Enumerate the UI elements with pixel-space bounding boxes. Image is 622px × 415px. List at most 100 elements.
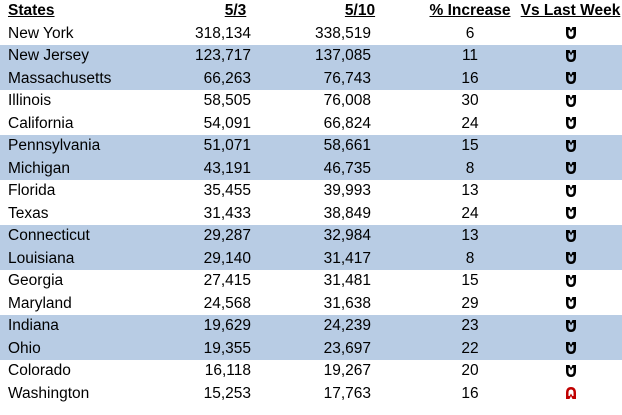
cell-percent-increase[interactable]: 23 xyxy=(421,315,519,338)
header-vs-last-week[interactable]: Vs Last Week xyxy=(520,2,621,19)
cell-percent-increase[interactable]: 6 xyxy=(465,24,475,42)
cell-percent-increase[interactable]: 20 xyxy=(461,362,479,379)
cell-percent-increase[interactable]: 15 xyxy=(421,135,519,158)
cell-percent-increase[interactable]: 8 xyxy=(421,157,519,180)
cell-state[interactable]: Texas xyxy=(8,204,49,222)
cell-percent-increase[interactable]: 22 xyxy=(421,337,519,360)
cell-date-1-value[interactable]: 35,455 xyxy=(203,182,251,199)
cell-date-1-value[interactable]: 27,415 xyxy=(203,272,251,289)
cell-percent-increase[interactable]: 11 xyxy=(421,45,519,68)
cell-state[interactable]: Florida xyxy=(8,182,56,199)
cell-state[interactable]: Illinois xyxy=(8,92,52,109)
cell-vs-last-week[interactable] xyxy=(519,180,622,203)
cell-vs-last-week[interactable] xyxy=(519,225,622,248)
cell-vs-last-week[interactable] xyxy=(519,157,622,180)
cell-date-1-value[interactable]: 24,568 xyxy=(203,294,251,312)
table-row: Florida 35,455 39,993 13 xyxy=(0,180,622,203)
cell-date-2-value[interactable]: 39,993 xyxy=(323,182,371,199)
cell-date-1-value[interactable]: 31,433 xyxy=(203,204,251,222)
cell-vs-last-week[interactable] xyxy=(519,360,622,383)
header-date-1[interactable]: 5/3 xyxy=(224,2,247,19)
cell-date-1-value[interactable]: 123,717 xyxy=(172,45,299,68)
table-row: Colorado 16,118 19,267 20 xyxy=(0,360,622,383)
cell-date-2-value[interactable]: 66,824 xyxy=(323,114,371,132)
cell-vs-last-week[interactable] xyxy=(519,135,622,158)
cell-vs-last-week[interactable] xyxy=(519,293,622,316)
cell-date-1-value[interactable]: 66,263 xyxy=(172,67,299,90)
cell-state[interactable]: Indiana xyxy=(0,315,172,338)
table-row: Texas 31,433 38,849 24 xyxy=(0,203,622,226)
cell-state[interactable]: Massachusetts xyxy=(0,67,172,90)
cell-date-2-value[interactable]: 137,085 xyxy=(299,45,421,68)
cell-percent-increase[interactable]: 16 xyxy=(461,384,479,402)
cell-date-1-value[interactable]: 19,629 xyxy=(172,315,299,338)
header-percent-increase[interactable]: % Increase xyxy=(429,2,511,19)
cell-date-2-value[interactable]: 24,239 xyxy=(299,315,421,338)
cell-date-2-value[interactable]: 31,638 xyxy=(323,294,371,312)
cell-vs-last-week[interactable] xyxy=(519,113,622,136)
cell-state[interactable]: Georgia xyxy=(8,272,64,289)
trend-down-arrow-icon xyxy=(565,274,577,288)
cell-date-2-value[interactable]: 19,267 xyxy=(323,362,371,379)
cell-vs-last-week[interactable] xyxy=(519,23,622,46)
cell-percent-increase[interactable]: 15 xyxy=(461,272,479,289)
header-states[interactable]: States xyxy=(8,2,55,19)
cell-percent-increase[interactable]: 13 xyxy=(421,225,519,248)
cell-date-1-value[interactable]: 16,118 xyxy=(204,362,251,379)
cell-date-2-value[interactable]: 31,481 xyxy=(323,272,371,289)
cell-vs-last-week[interactable] xyxy=(519,270,622,293)
cell-state[interactable]: Connecticut xyxy=(0,225,172,248)
cell-state[interactable]: Colorado xyxy=(8,362,71,379)
cell-vs-last-week[interactable] xyxy=(519,337,622,360)
cell-state[interactable]: New Jersey xyxy=(0,45,172,68)
cell-date-1-value[interactable]: 29,140 xyxy=(172,247,299,270)
cell-state[interactable]: Michigan xyxy=(0,157,172,180)
cell-percent-increase[interactable]: 16 xyxy=(421,67,519,90)
cell-date-1-value[interactable]: 19,355 xyxy=(172,337,299,360)
cell-date-1-value[interactable]: 58,505 xyxy=(203,92,251,109)
cell-date-2-value[interactable]: 76,008 xyxy=(323,92,371,109)
cell-state[interactable]: Pennsylvania xyxy=(0,135,172,158)
cell-vs-last-week[interactable] xyxy=(519,203,622,226)
cell-state[interactable]: Maryland xyxy=(8,294,72,312)
cell-date-1-value[interactable]: 318,134 xyxy=(194,24,251,42)
cell-date-2-value[interactable]: 338,519 xyxy=(314,24,371,42)
cell-percent-increase[interactable]: 24 xyxy=(461,114,479,132)
cell-date-2-value[interactable]: 31,417 xyxy=(299,247,421,270)
cell-date-2-value[interactable]: 46,735 xyxy=(299,157,421,180)
cell-state[interactable]: California xyxy=(8,114,74,132)
cell-date-2-value[interactable]: 32,984 xyxy=(299,225,421,248)
cell-state[interactable]: New York xyxy=(8,24,74,42)
cell-percent-increase[interactable]: 30 xyxy=(461,92,479,109)
cell-percent-increase[interactable]: 24 xyxy=(461,204,479,222)
cell-date-1-value[interactable]: 29,287 xyxy=(172,225,299,248)
cell-vs-last-week[interactable] xyxy=(519,383,622,406)
cell-date-1-value[interactable]: 15,253 xyxy=(203,384,251,402)
cell-state[interactable]: Washington xyxy=(8,384,90,402)
table-row: Louisiana 29,140 31,417 8 xyxy=(0,247,622,270)
cell-state[interactable]: Louisiana xyxy=(0,247,172,270)
cell-date-1-value[interactable]: 43,191 xyxy=(172,157,299,180)
cell-date-2-value[interactable]: 23,697 xyxy=(299,337,421,360)
cell-percent-increase[interactable]: 29 xyxy=(461,294,479,312)
cell-date-1-value[interactable]: 51,071 xyxy=(172,135,299,158)
cell-percent-increase[interactable]: 8 xyxy=(421,247,519,270)
header-date-2[interactable]: 5/10 xyxy=(344,2,376,19)
cell-date-2-value[interactable]: 17,763 xyxy=(323,384,371,402)
table-row: Washington 15,253 17,763 16 xyxy=(0,383,622,406)
cell-date-2-value[interactable]: 58,661 xyxy=(299,135,421,158)
cell-vs-last-week[interactable] xyxy=(519,315,622,338)
trend-up-arrow-icon xyxy=(565,386,577,400)
cell-vs-last-week[interactable] xyxy=(519,45,622,68)
table-row: Ohio 19,355 23,697 22 xyxy=(0,337,622,360)
cell-vs-last-week[interactable] xyxy=(519,247,622,270)
cell-vs-last-week[interactable] xyxy=(519,67,622,90)
header-row: States 5/3 5/10 % Increase Vs Last Week xyxy=(0,0,622,23)
cell-percent-increase[interactable]: 13 xyxy=(461,182,479,199)
cell-date-1-value[interactable]: 54,091 xyxy=(203,114,251,132)
cell-date-2-value[interactable]: 76,743 xyxy=(299,67,421,90)
cell-date-2-value[interactable]: 38,849 xyxy=(323,204,371,222)
cell-vs-last-week[interactable] xyxy=(519,90,622,113)
cell-state[interactable]: Ohio xyxy=(0,337,172,360)
